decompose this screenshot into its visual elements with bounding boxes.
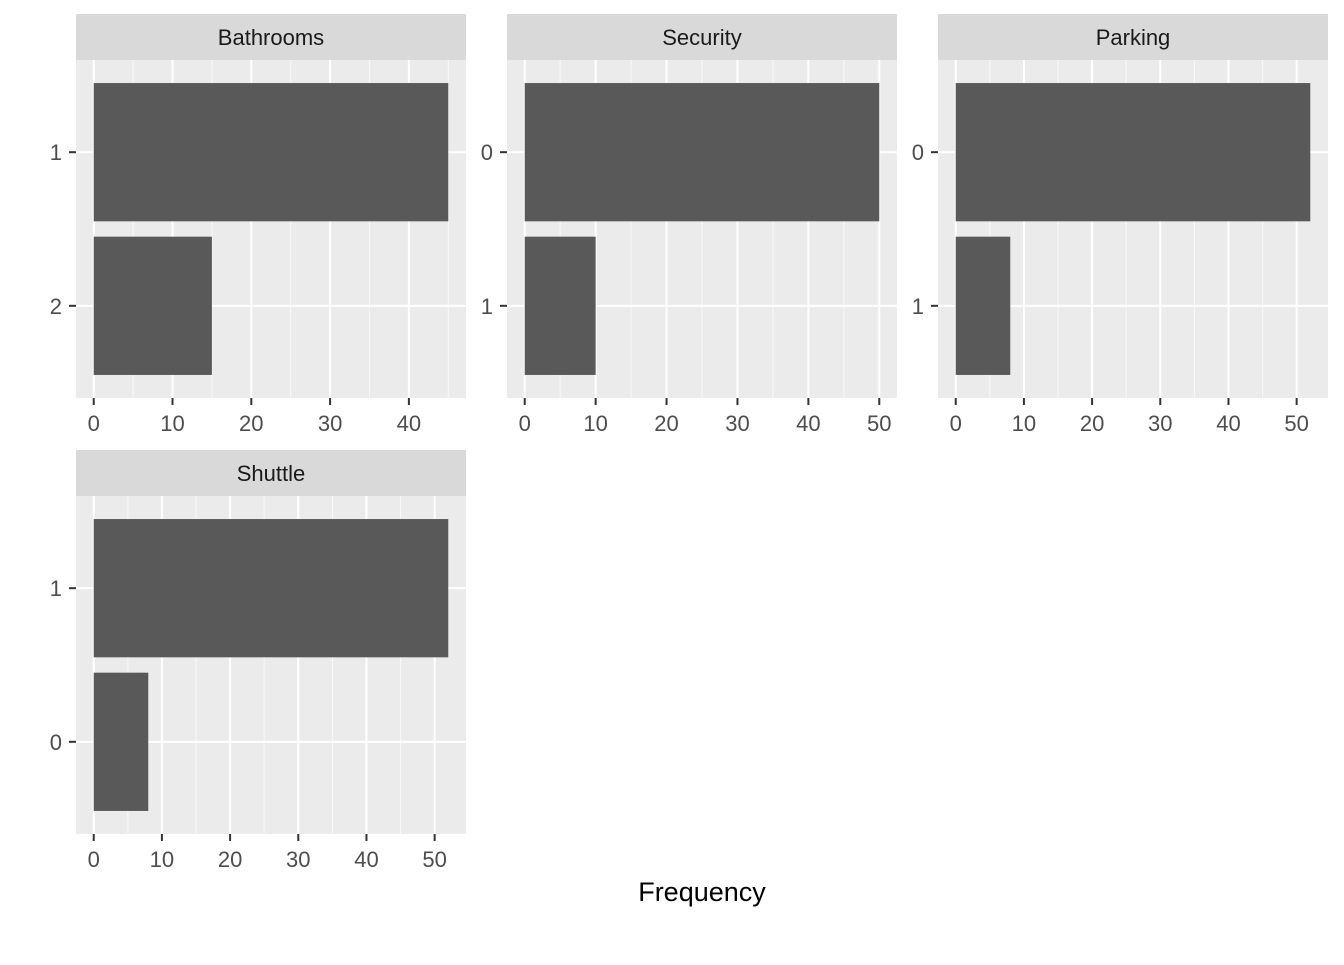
x-tick-label: 50: [867, 411, 891, 436]
x-tick-label: 30: [318, 411, 342, 436]
bar: [524, 236, 596, 375]
x-tick-label: 40: [796, 411, 820, 436]
x-tick-label: 50: [1284, 411, 1308, 436]
x-tick-label: 50: [422, 847, 446, 872]
y-tick-label: 1: [481, 294, 493, 319]
facet-strip: [76, 14, 466, 60]
x-tick-label: 30: [725, 411, 749, 436]
y-tick-label: 1: [912, 294, 924, 319]
y-tick-label: 0: [481, 140, 493, 165]
y-tick-label: 1: [50, 140, 62, 165]
bar: [93, 236, 212, 375]
x-tick-label: 40: [397, 411, 421, 436]
bar: [524, 83, 880, 222]
facet-strip: [76, 450, 466, 496]
x-tick-label: 10: [160, 411, 184, 436]
x-tick-label: 0: [88, 847, 100, 872]
x-tick-label: 0: [950, 411, 962, 436]
facet-strip-label: Bathrooms: [218, 25, 324, 50]
x-tick-label: 20: [654, 411, 678, 436]
facet-strip-label: Shuttle: [237, 461, 306, 486]
facet-strip: [507, 14, 897, 60]
facet-strip: [938, 14, 1328, 60]
x-tick-label: 0: [519, 411, 531, 436]
y-tick-label: 2: [50, 294, 62, 319]
bar: [955, 83, 1311, 222]
x-axis-title: Frequency: [638, 877, 766, 907]
facet-strip-label: Security: [662, 25, 741, 50]
bar: [93, 672, 149, 811]
bar: [955, 236, 1011, 375]
x-tick-label: 40: [1216, 411, 1240, 436]
y-tick-label: 0: [50, 730, 62, 755]
x-tick-label: 20: [218, 847, 242, 872]
x-tick-label: 10: [583, 411, 607, 436]
x-tick-label: 30: [286, 847, 310, 872]
x-tick-label: 10: [150, 847, 174, 872]
bar: [93, 519, 449, 658]
facet-strip-label: Parking: [1096, 25, 1171, 50]
x-tick-label: 40: [354, 847, 378, 872]
x-tick-label: 20: [239, 411, 263, 436]
y-tick-label: 0: [912, 140, 924, 165]
x-tick-label: 0: [88, 411, 100, 436]
y-tick-label: 1: [50, 576, 62, 601]
x-tick-label: 10: [1012, 411, 1036, 436]
bar: [93, 83, 449, 222]
x-tick-label: 30: [1148, 411, 1172, 436]
x-tick-label: 20: [1080, 411, 1104, 436]
